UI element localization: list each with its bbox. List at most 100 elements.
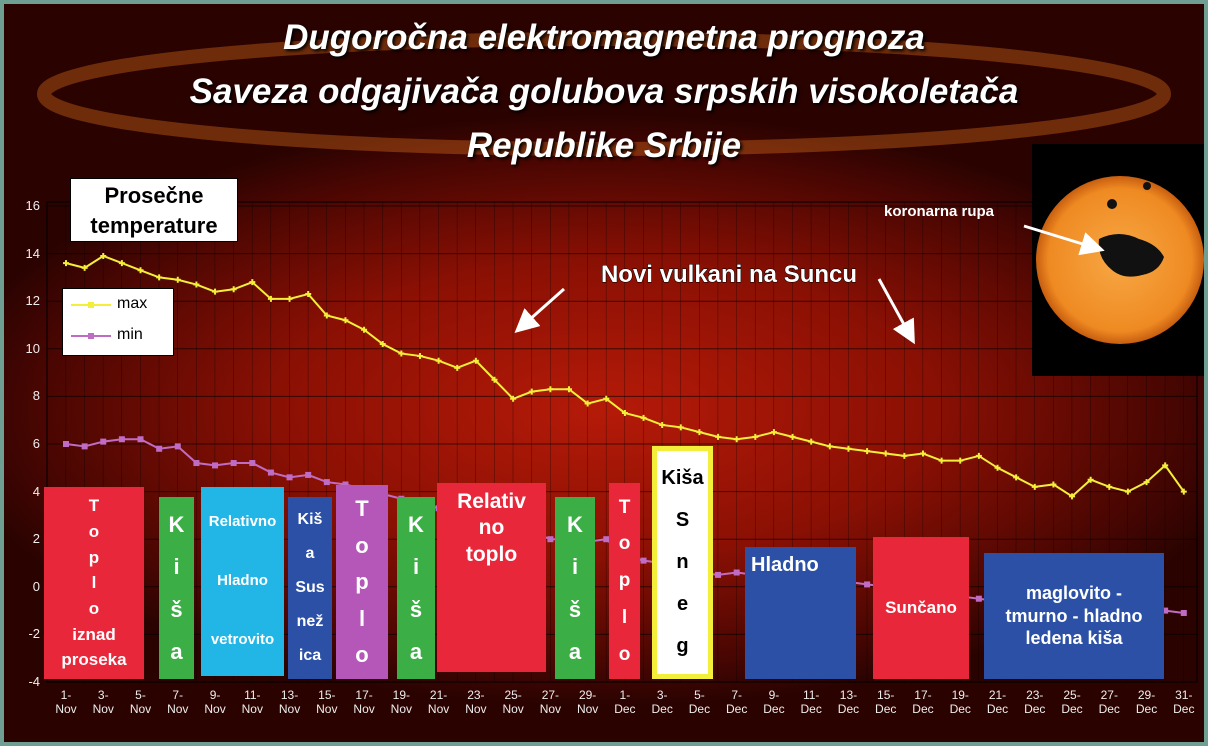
chart-label: Prosečne temperature — [70, 178, 238, 242]
annotation-text: Sunčano — [885, 597, 957, 618]
annotation-text: a — [569, 638, 581, 666]
annotation-text: l — [622, 606, 627, 630]
annotation-text: p — [619, 569, 631, 593]
marker — [864, 581, 870, 587]
x-tick-label: 19- Dec — [943, 688, 977, 716]
x-tick-label: 25- Dec — [1055, 688, 1089, 716]
x-tick-label: 23- Dec — [1018, 688, 1052, 716]
annotation-text: K — [567, 511, 583, 539]
x-tick-label: 21- Dec — [981, 688, 1015, 716]
x-tick-label: 29- Nov — [571, 688, 605, 716]
y-tick-label: -4 — [10, 674, 40, 689]
x-tick-label: 25- Nov — [496, 688, 530, 716]
marker — [734, 570, 740, 576]
annotation-box: Sunčano — [873, 537, 969, 679]
marker — [193, 460, 199, 466]
annotation-text: p — [89, 547, 99, 568]
annotation-text: maglovito - — [1026, 582, 1122, 605]
x-tick-label: 9- Dec — [757, 688, 791, 716]
marker — [715, 572, 721, 578]
annotation-text: š — [410, 596, 422, 624]
marker — [305, 472, 311, 478]
marker — [976, 596, 982, 602]
annotation-text: no — [479, 515, 505, 541]
marker — [119, 436, 125, 442]
annotation-text: i — [173, 553, 179, 581]
x-tick-label: 29- Dec — [1130, 688, 1164, 716]
x-tick-label: 5- Nov — [124, 688, 158, 716]
legend-label: max — [117, 295, 147, 313]
annotation-text: o — [619, 643, 631, 667]
y-tick-label: 6 — [10, 436, 40, 451]
x-tick-label: 23- Nov — [459, 688, 493, 716]
y-tick-label: 0 — [10, 579, 40, 594]
x-tick-label: 7- Dec — [720, 688, 754, 716]
annotation-text: K — [408, 511, 424, 539]
x-tick-label: 13- Nov — [273, 688, 307, 716]
annotation-text: l — [359, 605, 365, 633]
annotation-text: š — [569, 596, 581, 624]
annotation-text: toplo — [466, 542, 517, 568]
annotation-text: vetrovito — [211, 631, 274, 650]
annotation-text: p — [355, 568, 368, 596]
legend-label: min — [117, 326, 143, 344]
annotation-text: K — [169, 511, 185, 539]
annotation-text: l — [92, 572, 97, 593]
x-tick-label: 17- Nov — [347, 688, 381, 716]
annotation-text: Sus — [295, 578, 324, 598]
x-tick-label: 1- Dec — [608, 688, 642, 716]
x-tick-label: 31- Dec — [1167, 688, 1201, 716]
annotation-text: a — [170, 638, 182, 666]
marker — [138, 436, 144, 442]
annotation-text: T — [619, 496, 631, 520]
annotation-text: a — [306, 544, 315, 564]
annotation-text: e — [677, 592, 688, 617]
x-tick-label: 15- Nov — [310, 688, 344, 716]
annotation-text: š — [170, 596, 182, 624]
y-tick-label: 2 — [10, 531, 40, 546]
annotation-text: n — [676, 550, 688, 575]
x-tick-label: 11- Dec — [794, 688, 828, 716]
legend-key — [88, 333, 94, 339]
marker — [287, 474, 293, 480]
marker — [100, 439, 106, 445]
marker — [641, 558, 647, 564]
annotation-text: o — [355, 532, 368, 560]
y-tick-label: 4 — [10, 484, 40, 499]
annotation-text: Relativno — [209, 513, 277, 532]
x-tick-label: 7- Nov — [161, 688, 195, 716]
annotation-text: T — [89, 495, 99, 516]
y-tick-label: 8 — [10, 388, 40, 403]
x-tick-label: 17- Dec — [906, 688, 940, 716]
annotation-text: T — [355, 495, 368, 523]
x-tick-label: 3- Nov — [86, 688, 120, 716]
y-tick-label: 14 — [10, 246, 40, 261]
chart-page: koronarna rupa Novi vulkani na Suncu Dug… — [0, 0, 1208, 746]
annotation-box: Hladno — [745, 547, 856, 679]
y-tick-label: -2 — [10, 626, 40, 641]
annotation-text: tmurno - hladno — [1006, 605, 1143, 628]
annotation-box: Relativnotoplo — [437, 483, 546, 672]
annotation-text: Kiš — [298, 510, 323, 530]
title-line: Saveza odgajivača golubova srpskih visok… — [4, 72, 1204, 112]
marker — [175, 443, 181, 449]
x-tick-label: 27- Dec — [1092, 688, 1126, 716]
annotation-text: o — [89, 521, 99, 542]
annotation-box: Kiša — [159, 497, 194, 679]
marker — [156, 446, 162, 452]
x-tick-label: 27- Nov — [533, 688, 567, 716]
x-tick-label: 15- Dec — [869, 688, 903, 716]
x-tick-label: 13- Dec — [831, 688, 865, 716]
annotation-text: ica — [299, 646, 321, 666]
title-line: Republike Srbije — [4, 126, 1204, 166]
marker — [212, 462, 218, 468]
annotation-box: RelativnoHladnovetrovito — [201, 487, 284, 676]
marker — [82, 443, 88, 449]
annotation-text: iznad — [72, 624, 115, 645]
